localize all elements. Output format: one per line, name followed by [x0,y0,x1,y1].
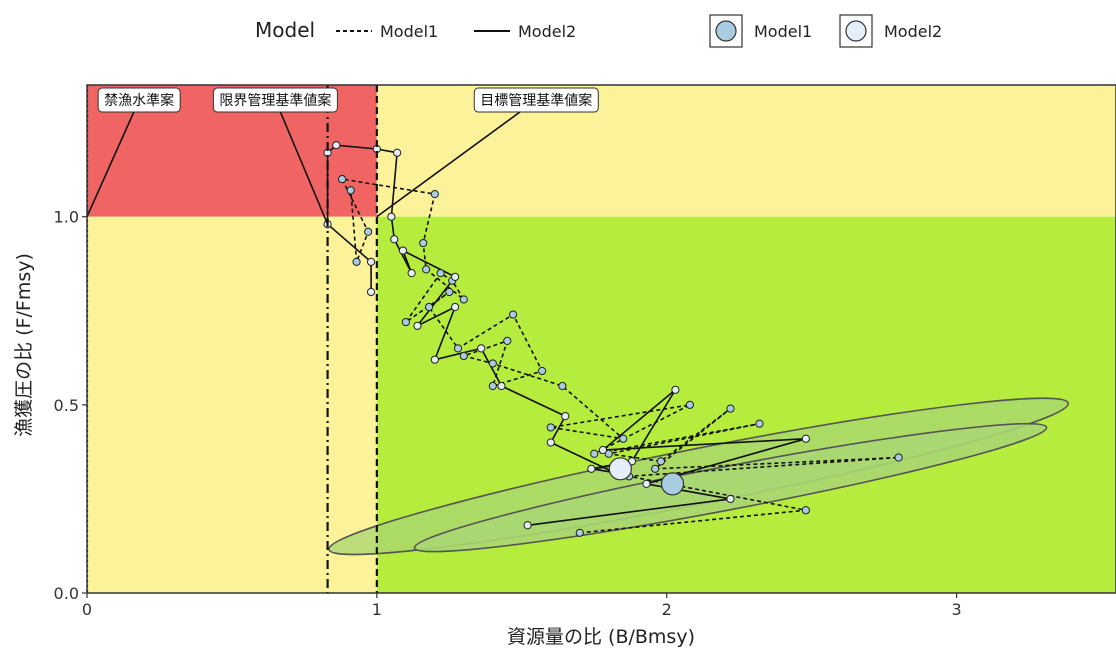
point-model1-6 [656,457,666,466]
axes: 0 1 2 3 0.0 0.5 1.0 [54,208,962,619]
reference-leader-3 [376,99,537,218]
legend: Model Model1 Model2 Model1 Model2 [255,14,942,48]
point-model1-12 [619,434,628,443]
point-model2-23 [332,141,341,150]
reference-labels: 禁漁水準案 限界管理基準値案 目標管理基準値案 [86,87,599,225]
series-line-model1 [341,178,900,534]
point-model2-9 [546,438,555,447]
x-axis-title: 資源量の比 (B/Bmsy) [507,626,695,648]
point-model2-7 [587,464,596,473]
point-model1-32 [352,257,361,266]
point-model1-23 [401,317,410,327]
point-model2-2 [642,479,651,488]
reference-label-box-3 [473,87,599,113]
y-axis-title: 漁獲圧の比 (F/Fmsy) [13,253,35,437]
trajectory-lines [326,144,900,534]
point-model1-27 [422,265,431,274]
y-tick-label-0: 0.0 [54,584,79,603]
point-model1-1 [801,506,810,515]
point-model2-12 [477,344,486,353]
legend-model2-point-label: Model2 [884,22,942,41]
reference-label-3: 目標管理基準値案 [480,92,592,109]
legend-model1-line-label: Model1 [380,22,438,41]
zone-overfished [87,216,377,593]
point-model2-20 [387,212,396,221]
legend-model2-point-swatch [845,20,867,42]
y-tick-label-2: 1.0 [54,208,79,227]
reference-label-1: 禁漁水準案 [104,92,174,109]
point-model2-1 [726,494,735,504]
legend-model1-point-label: Model1 [754,22,812,41]
point-model1-17 [488,381,497,391]
point-model1-16 [503,336,512,345]
reference-label-box-1 [97,87,181,113]
point-model2-10 [561,412,570,421]
trajectory-points [323,141,903,537]
point-model1-9 [590,449,599,458]
point-model1-13 [558,381,567,391]
point-model2-14 [451,302,460,312]
point-model1-18 [537,366,547,376]
point-model2-4 [598,445,608,455]
point-model2-26 [366,257,376,266]
point-model1-14 [488,359,497,368]
reference-label-box-2 [212,87,338,113]
point-model2-19 [390,235,399,244]
point-model1-24 [436,269,445,278]
point-model1-31 [364,227,373,236]
legend-model1-point-swatch [715,20,737,42]
point-model1-21 [424,302,434,312]
point-model2-18 [407,269,416,278]
point-model2-11 [497,381,506,391]
point-model1-0 [575,528,584,537]
point-model1-29 [430,190,439,199]
point-model1-8 [755,419,764,428]
reference-leader-1 [86,99,140,218]
point-model1-28 [419,238,428,248]
point-model1-15 [459,351,468,361]
point-model1-19 [508,310,518,319]
x-tick-label-1: 1 [372,600,382,619]
point-model2-15 [413,321,422,330]
point-model1-10 [685,400,695,409]
point-model1-20 [453,344,463,353]
point-model1-22 [445,287,454,297]
point-model1-26 [459,295,468,304]
reference-leader-2 [274,99,329,225]
legend-model2-line-label: Model2 [518,22,576,41]
point-model1-11 [546,423,555,432]
legend-model2-point-key [839,14,873,48]
x-tick-label-0: 0 [82,600,92,619]
point-model2-5 [671,385,680,394]
x-tick-label-2: 2 [662,600,672,619]
reference-label-2: 限界管理基準値案 [219,92,331,109]
point-model2-17 [398,246,408,255]
point-model1-33 [346,186,355,195]
point-model1-7 [604,449,613,458]
point-model1-5 [726,404,735,413]
point-model1-4 [651,464,660,473]
point-model2-13 [430,355,439,364]
x-tick-label-3: 3 [951,600,961,619]
current-point-model2 [608,457,632,481]
series-line-model2 [326,144,807,527]
point-model1-3 [894,453,903,462]
point-model2-16 [451,272,460,282]
point-model2-3 [801,434,810,443]
current-points [608,457,685,496]
y-tick-label-1: 0.5 [54,396,79,415]
point-model1-30 [337,174,347,184]
reference-lines [87,85,378,593]
plot-frame [86,84,1116,594]
point-model2-27 [366,287,376,297]
point-model2-21 [393,148,402,157]
current-point-model1 [660,472,685,496]
point-model2-0 [523,521,532,530]
legend-line-title: Model [255,18,315,42]
